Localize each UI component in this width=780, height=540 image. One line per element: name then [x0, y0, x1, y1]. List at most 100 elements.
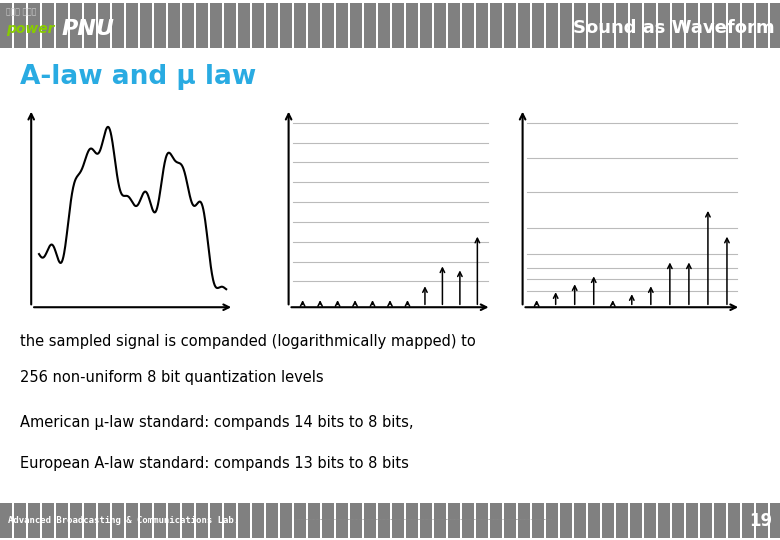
- Bar: [560, 503, 572, 538]
- Bar: [644, 3, 656, 48]
- Bar: [490, 503, 502, 538]
- Bar: [742, 503, 754, 538]
- Bar: [112, 3, 124, 48]
- Bar: [280, 503, 292, 538]
- Bar: [294, 3, 306, 48]
- Bar: [168, 503, 180, 538]
- Bar: [168, 3, 180, 48]
- Bar: [98, 503, 110, 538]
- Bar: [294, 503, 306, 538]
- Bar: [644, 503, 656, 538]
- Bar: [280, 3, 292, 48]
- Bar: [364, 3, 376, 48]
- Bar: [770, 503, 780, 538]
- Bar: [308, 3, 320, 48]
- Bar: [224, 503, 236, 538]
- Bar: [182, 3, 194, 48]
- Bar: [252, 503, 264, 538]
- Bar: [504, 503, 516, 538]
- Bar: [42, 3, 54, 48]
- Bar: [518, 503, 530, 538]
- Bar: [658, 503, 670, 538]
- Bar: [378, 3, 390, 48]
- Text: Advanced Broadcasting & Communications Lab.: Advanced Broadcasting & Communications L…: [8, 516, 239, 525]
- Bar: [630, 503, 642, 538]
- Bar: [728, 503, 740, 538]
- Text: American μ-law standard: compands 14 bits to 8 bits,: American μ-law standard: compands 14 bit…: [20, 415, 413, 430]
- Bar: [546, 503, 558, 538]
- Bar: [210, 503, 222, 538]
- Bar: [532, 3, 544, 48]
- Bar: [434, 3, 446, 48]
- Bar: [616, 3, 628, 48]
- Text: power: power: [6, 22, 55, 36]
- Bar: [350, 3, 362, 48]
- Bar: [322, 3, 334, 48]
- Bar: [714, 3, 726, 48]
- Bar: [532, 503, 544, 538]
- Bar: [70, 3, 82, 48]
- Text: PNU: PNU: [62, 19, 115, 39]
- Bar: [392, 3, 404, 48]
- Bar: [462, 3, 474, 48]
- Bar: [140, 503, 152, 538]
- Bar: [406, 503, 418, 538]
- Bar: [84, 3, 96, 48]
- Bar: [56, 3, 68, 48]
- Bar: [392, 503, 404, 538]
- Bar: [686, 503, 698, 538]
- Bar: [28, 503, 40, 538]
- Bar: [546, 3, 558, 48]
- Bar: [686, 3, 698, 48]
- Bar: [574, 503, 586, 538]
- Text: the sampled signal is companded (logarithmically mapped) to: the sampled signal is companded (logarit…: [20, 334, 475, 349]
- Bar: [672, 3, 684, 48]
- Text: 세계로 미래로: 세계로 미래로: [6, 8, 37, 17]
- Bar: [448, 3, 460, 48]
- Bar: [588, 3, 600, 48]
- Bar: [602, 503, 614, 538]
- Bar: [210, 3, 222, 48]
- Bar: [420, 503, 432, 538]
- Bar: [336, 503, 348, 538]
- Bar: [364, 503, 376, 538]
- Bar: [154, 3, 166, 48]
- Bar: [196, 3, 208, 48]
- Bar: [504, 3, 516, 48]
- Bar: [336, 3, 348, 48]
- Bar: [140, 3, 152, 48]
- Bar: [0, 3, 12, 48]
- Bar: [658, 3, 670, 48]
- Bar: [602, 3, 614, 48]
- Bar: [14, 503, 26, 538]
- Bar: [0, 503, 12, 538]
- Bar: [742, 3, 754, 48]
- Bar: [308, 503, 320, 538]
- Bar: [448, 503, 460, 538]
- Bar: [126, 3, 138, 48]
- Text: 256 non-uniform 8 bit quantization levels: 256 non-uniform 8 bit quantization level…: [20, 370, 323, 386]
- Bar: [238, 503, 250, 538]
- Text: 19: 19: [749, 511, 772, 530]
- Bar: [406, 3, 418, 48]
- Bar: [252, 3, 264, 48]
- Bar: [700, 503, 712, 538]
- Bar: [630, 3, 642, 48]
- Bar: [756, 503, 768, 538]
- Bar: [462, 503, 474, 538]
- Bar: [98, 3, 110, 48]
- Bar: [476, 503, 488, 538]
- Bar: [238, 3, 250, 48]
- Bar: [154, 503, 166, 538]
- Bar: [700, 3, 712, 48]
- Bar: [126, 503, 138, 538]
- Text: Sound as Waveform: Sound as Waveform: [573, 18, 775, 37]
- Bar: [476, 3, 488, 48]
- Bar: [672, 503, 684, 538]
- Bar: [182, 503, 194, 538]
- Bar: [714, 503, 726, 538]
- Text: ┈┈┈┈┈┈┈┈┈┈┈┈┈┈┈┈┈┈┈┈┈┈┈┈┈┈┈┈┈┈┈┈┈┈┈┈┈┈┈┈┈┈┈┈┈┈┈┈: ┈┈┈┈┈┈┈┈┈┈┈┈┈┈┈┈┈┈┈┈┈┈┈┈┈┈┈┈┈┈┈┈┈┈┈┈┈┈┈┈…: [295, 516, 553, 525]
- Bar: [574, 3, 586, 48]
- Bar: [266, 503, 278, 538]
- Bar: [756, 3, 768, 48]
